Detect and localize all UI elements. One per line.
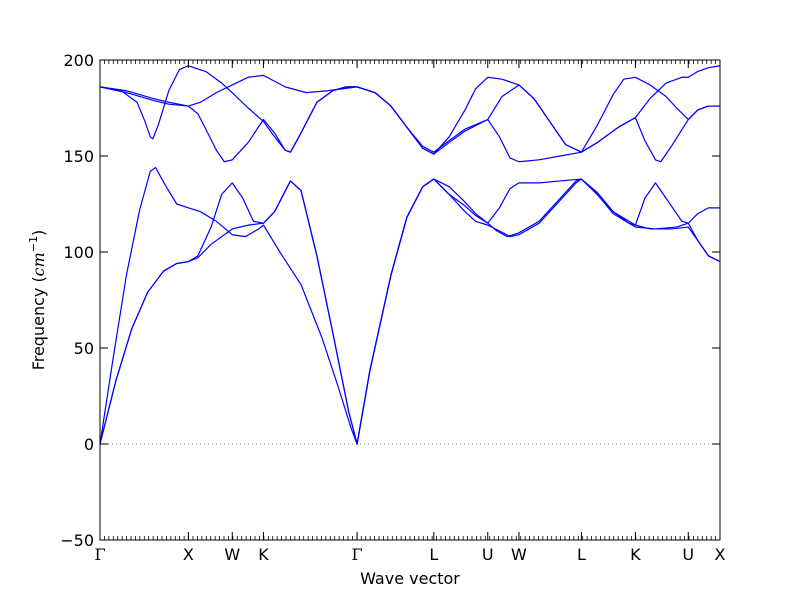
y-tick-labels: −50 0 50 100 150 200: [60, 51, 94, 550]
x-tick-label: K: [258, 545, 269, 564]
y-tick-label: 50: [74, 339, 94, 358]
x-tick-label: U: [482, 545, 494, 564]
y-axis-label-unit: cm: [29, 252, 48, 276]
band-line-2: [99, 178, 720, 445]
x-tick-label: X: [715, 545, 726, 564]
x-tick-label: W: [511, 545, 527, 564]
x-axis-label: Wave vector: [360, 569, 460, 588]
y-axis-label-close: ): [29, 230, 48, 236]
band-line-5: [99, 65, 721, 153]
y-tick-label: 150: [63, 147, 94, 166]
x-tick-label: L: [429, 545, 438, 564]
plot-frame: [99, 59, 721, 541]
y-tick-label: −50: [60, 531, 94, 550]
x-tick-label: U: [682, 545, 694, 564]
band-series: [99, 65, 721, 445]
y-tick-label: 200: [63, 51, 94, 70]
y-tick-label: 0: [84, 435, 94, 454]
x-tick-label: Γ: [352, 545, 363, 564]
band-line-1: [99, 178, 721, 445]
y-axis-label: Frequency (cm−1): [27, 230, 48, 371]
x-tick-label: X: [183, 545, 194, 564]
y-axis-label-text: Frequency (: [29, 276, 48, 370]
x-tick-label: L: [577, 545, 586, 564]
x-tick-label: Γ: [94, 545, 105, 564]
band-line-3: [99, 166, 721, 445]
axis-ticks: [99, 59, 721, 541]
x-tick-label: K: [630, 545, 641, 564]
band-line-6: [99, 86, 720, 163]
y-axis-label-exponent: −1: [27, 236, 40, 252]
x-tick-label: W: [224, 545, 240, 564]
y-tick-label: 100: [63, 243, 94, 262]
